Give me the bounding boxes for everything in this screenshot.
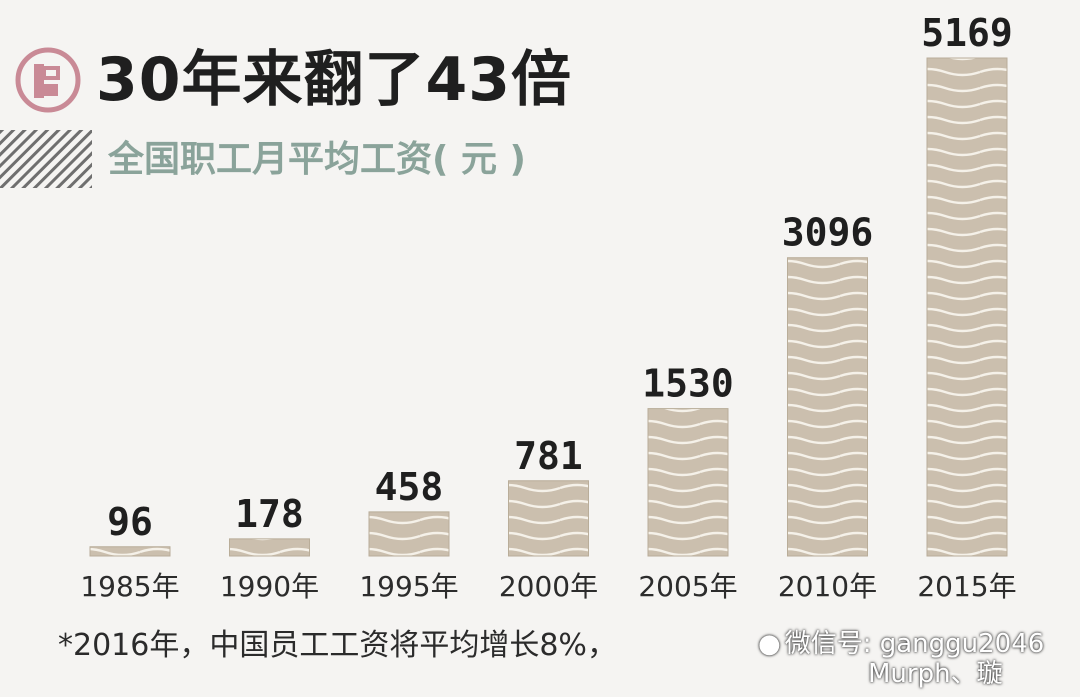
- bar-2015年: [926, 57, 1008, 557]
- chart-title: 30年来翻了43倍: [96, 45, 572, 115]
- x-tick-label: 1990年: [220, 570, 319, 603]
- footnote: *2016年，中国员工工资将平均增长8%，: [58, 628, 617, 663]
- bar-value-label: 178: [235, 492, 304, 536]
- weibo-icon: ●: [758, 629, 781, 659]
- x-tick-label: 1985年: [80, 570, 179, 603]
- x-tick-label: 2015年: [917, 570, 1016, 603]
- x-tick-label: 2000年: [499, 570, 598, 603]
- watermark-line1: 微信号: ganggu2046: [784, 629, 1045, 659]
- bar-value-label: 458: [375, 465, 444, 509]
- bar-2010年: [787, 257, 868, 557]
- bar-value-label: 781: [514, 434, 583, 478]
- x-tick-label: 2010年: [778, 570, 877, 603]
- red-circle-logo-icon: [15, 47, 81, 113]
- bar-1995年: [368, 511, 450, 557]
- bar-2005年: [647, 408, 729, 557]
- bar-1985年: [89, 546, 171, 557]
- bar-2000年: [508, 480, 589, 557]
- bar-1990年: [229, 538, 310, 557]
- bar-value-label: 5169: [921, 11, 1013, 55]
- chart-subtitle: 全国职工月平均工资( 元 ): [108, 139, 526, 180]
- x-tick-label: 1995年: [359, 570, 458, 603]
- bar-value-label: 96: [107, 500, 153, 544]
- bar-value-label: 1530: [642, 362, 734, 406]
- watermark: ● 微信号: ganggu2046 Murph、璇: [758, 628, 1045, 689]
- x-tick-label: 2005年: [638, 570, 737, 603]
- hatch-decoration: [0, 130, 92, 188]
- watermark-line2: Murph、璇: [868, 659, 1003, 689]
- bar-value-label: 3096: [782, 211, 874, 255]
